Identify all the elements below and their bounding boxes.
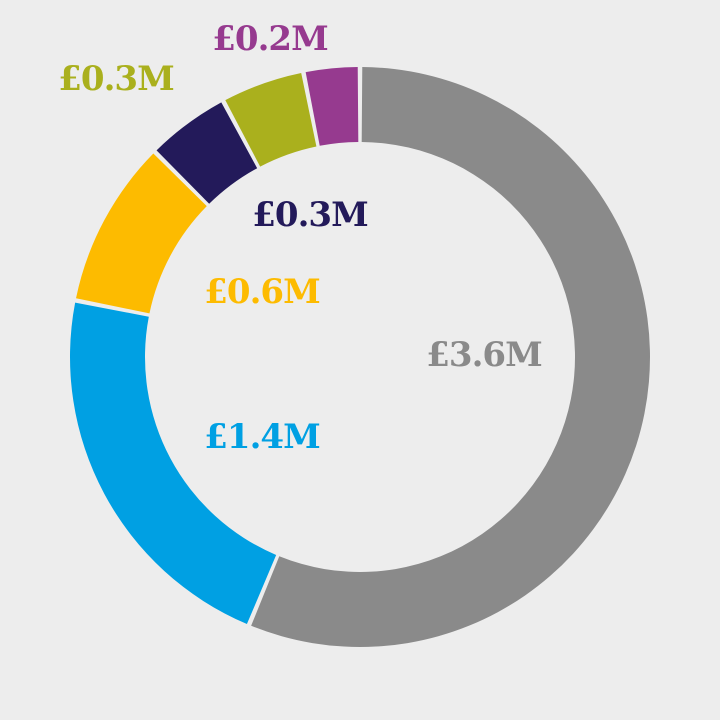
donut-slices [70, 67, 650, 648]
slice-label-2: £1.4M [204, 417, 320, 457]
slice-label-5: £0.3M [58, 59, 174, 99]
slice-label-4: £0.3M [252, 195, 368, 235]
donut-labels: £3.6M £1.4M £0.6M £0.3M £0.3M £0.2M [58, 19, 543, 457]
donut-slice-5 [225, 73, 317, 167]
slice-label-3: £0.6M [204, 272, 320, 312]
donut-slice-3 [76, 153, 207, 314]
donut-slice-1 [251, 67, 650, 648]
slice-label-1: £3.6M [426, 335, 542, 375]
donut-slice-6 [305, 67, 359, 146]
donut-slice-4 [156, 102, 258, 204]
slice-label-6: £0.2M [212, 19, 328, 59]
donut-slice-2 [70, 302, 277, 625]
